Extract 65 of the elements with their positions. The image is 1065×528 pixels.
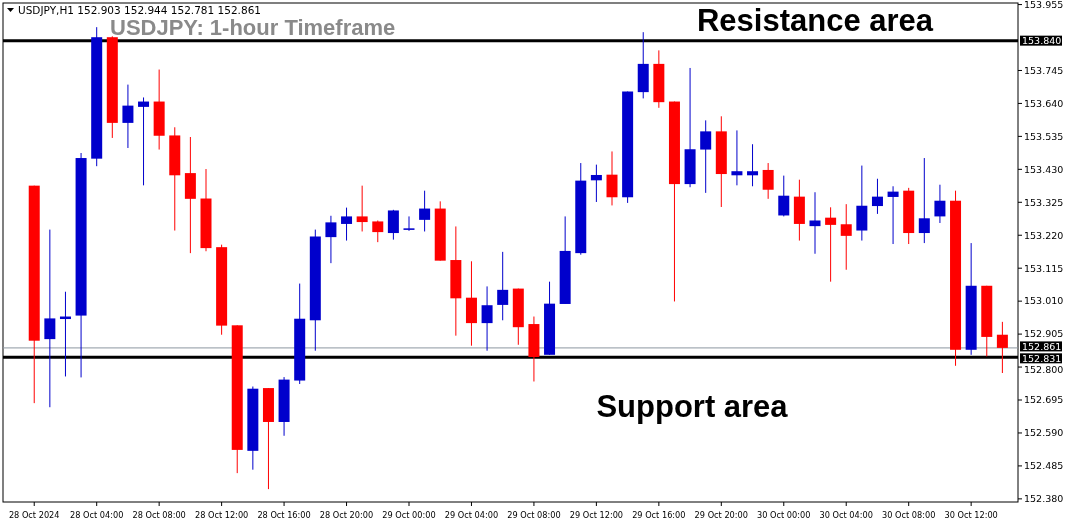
y-tick-label: 152.905 <box>1024 328 1064 340</box>
x-tick-label: 30 Oct 00:00 <box>757 510 811 520</box>
candlestick <box>325 215 337 264</box>
y-tick-label: 153.640 <box>1024 97 1064 109</box>
candlestick <box>403 215 415 232</box>
candlestick <box>887 185 899 245</box>
x-tick-label: 30 Oct 12:00 <box>944 510 998 520</box>
y-tick-label: 153.430 <box>1024 163 1064 175</box>
y-tick-label: 153.010 <box>1024 295 1064 307</box>
candlestick <box>122 84 134 149</box>
candlestick <box>731 129 743 186</box>
y-tick-label: 153.955 <box>1024 0 1064 10</box>
candlestick <box>700 119 712 194</box>
y-tick-label: 153.115 <box>1024 262 1064 274</box>
candlestick <box>809 191 821 255</box>
y-tick-label: 152.800 <box>1024 364 1064 376</box>
y-tick-label: 153.220 <box>1024 229 1064 241</box>
candlestick <box>606 150 618 206</box>
candlestick <box>840 203 852 271</box>
annotation: Resistance area <box>696 2 934 38</box>
x-tick-label: 29 Oct 16:00 <box>632 510 686 520</box>
candlestick <box>590 164 602 203</box>
x-tick-label: 29 Oct 00:00 <box>382 510 436 520</box>
candlestick <box>747 143 759 187</box>
x-tick-label: 30 Oct 04:00 <box>819 510 873 520</box>
candlestick <box>481 285 493 352</box>
y-tick-label: 153.745 <box>1024 64 1064 76</box>
x-tick-label: 29 Oct 08:00 <box>507 510 561 520</box>
x-tick-label: 28 Oct 08:00 <box>132 510 186 520</box>
candlestick <box>419 190 431 232</box>
candlestick <box>341 207 353 242</box>
x-tick-label: 29 Oct 12:00 <box>569 510 624 520</box>
x-tick-label: 28 Oct 20:00 <box>319 510 374 520</box>
y-tick-label: 152.380 <box>1024 493 1064 505</box>
ref-line-label: 153.840 <box>1022 34 1062 46</box>
candlestick <box>934 184 946 224</box>
y-tick-label: 153.535 <box>1024 130 1064 142</box>
y-tick-label: 152.485 <box>1024 460 1064 472</box>
x-tick-label: 28 Oct 12:00 <box>194 510 249 520</box>
chart-subtitle: USDJPY,H1 152.903 152.944 152.781 152.861 <box>18 4 261 16</box>
candlestick <box>387 209 399 241</box>
annotation: Support area <box>596 389 789 425</box>
x-tick-label: 28 Oct 2024 <box>8 510 60 520</box>
candlestick <box>825 206 837 283</box>
candlestick <box>871 178 883 215</box>
x-tick-label: 29 Oct 04:00 <box>444 510 499 520</box>
candlestick <box>918 157 930 244</box>
y-tick-label: 153.325 <box>1024 196 1064 208</box>
ref-line-label: 152.831 <box>1022 352 1062 364</box>
x-tick-label: 28 Oct 04:00 <box>70 510 124 520</box>
x-tick-label: 28 Oct 16:00 <box>257 510 311 520</box>
x-tick-label: 30 Oct 08:00 <box>882 510 936 520</box>
candlestick <box>44 229 56 408</box>
ref-line-label: 152.861 <box>1022 340 1062 352</box>
y-tick-label: 152.695 <box>1024 394 1064 406</box>
candlestick <box>762 162 774 200</box>
y-tick-label: 152.590 <box>1024 427 1064 439</box>
text: USDJPY: 1-hour Timeframe <box>110 15 396 40</box>
candlestick <box>497 251 509 321</box>
candlestick <box>996 321 1008 374</box>
x-tick-label: 29 Oct 20:00 <box>694 510 748 520</box>
candlestick <box>372 219 384 243</box>
candlestick <box>778 175 790 217</box>
candlestick <box>138 96 150 186</box>
candlestick <box>356 185 368 232</box>
